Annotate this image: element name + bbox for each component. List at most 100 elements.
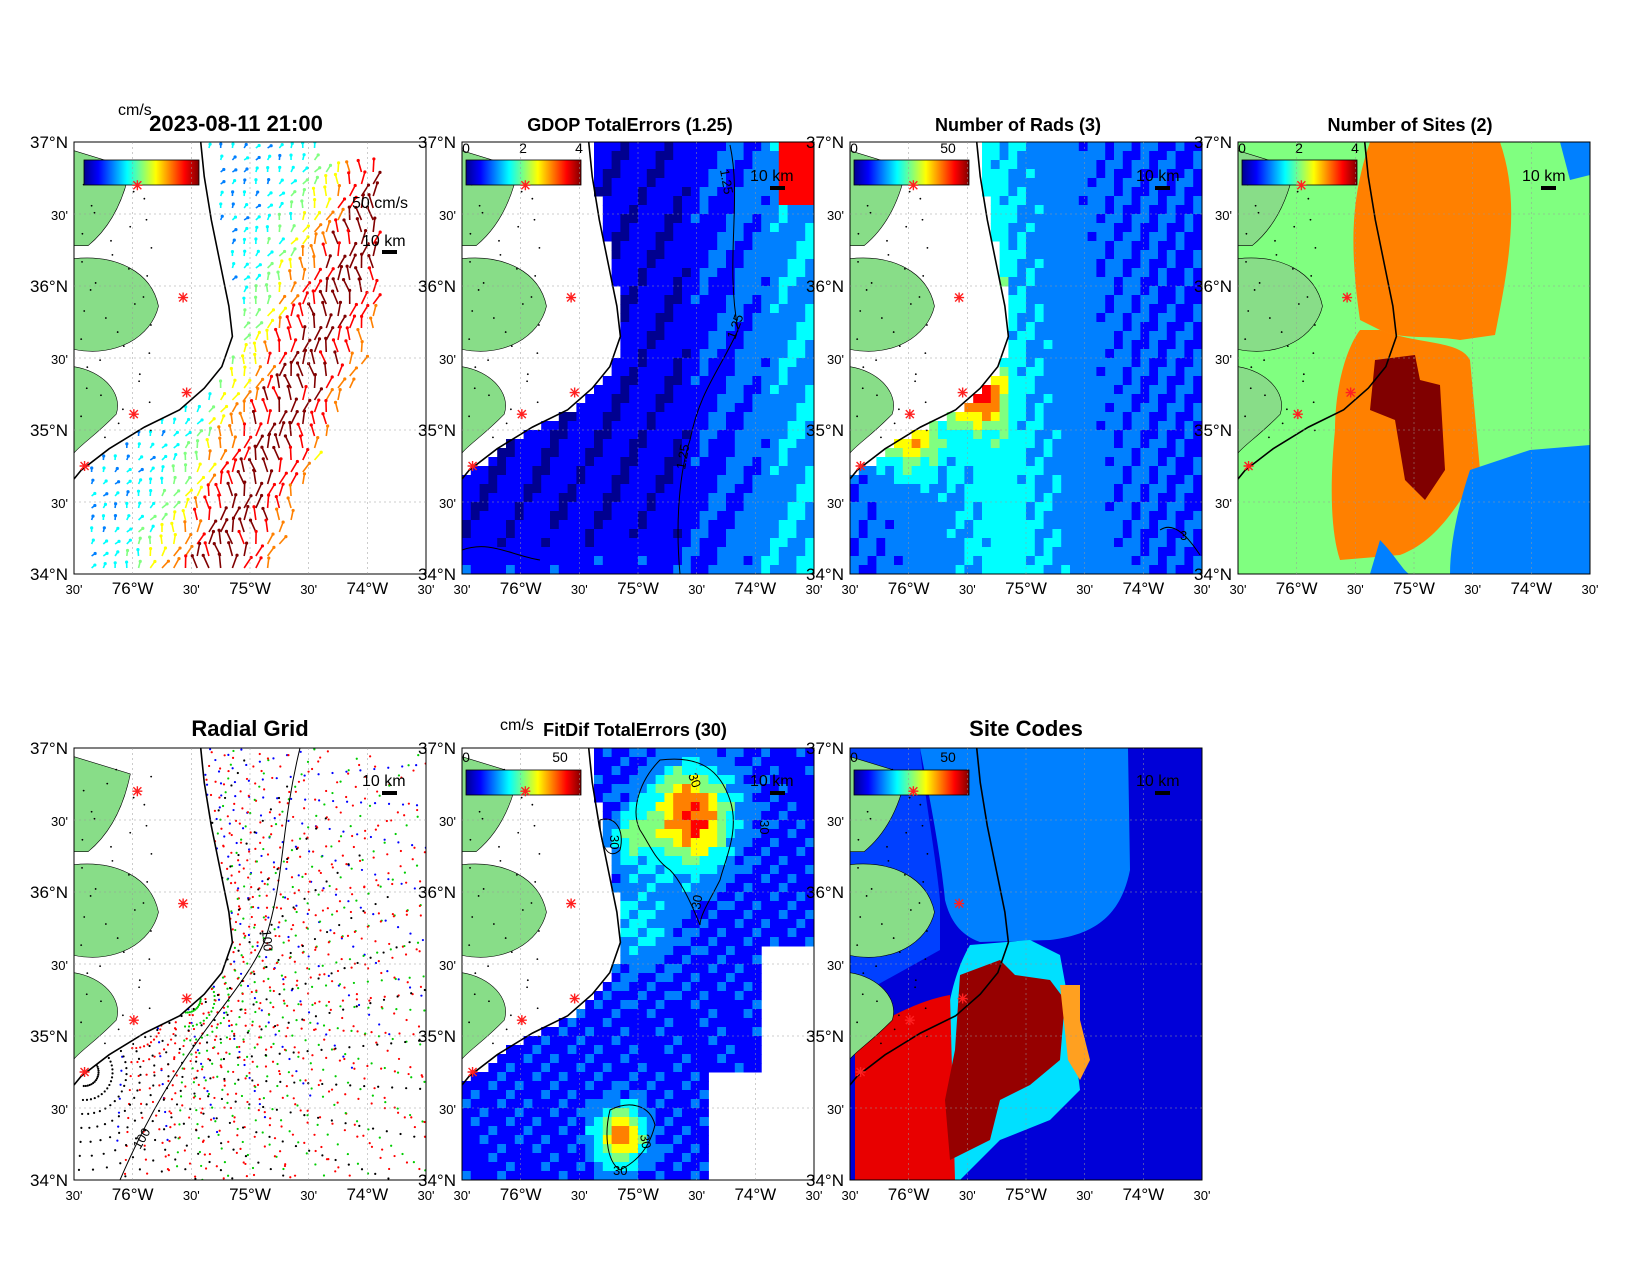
current-vector [228,425,234,437]
rads-cell [1114,538,1124,548]
coast-detail-dot [893,422,896,425]
gdop-cell [805,151,814,161]
gdop-cell [611,232,621,242]
rads-cell [1052,349,1062,359]
gdop-cell [514,475,525,485]
rads-cell [1070,358,1080,368]
rads-cell [1070,151,1080,161]
radial-grid-point [268,986,272,989]
rads-cell [1114,295,1124,305]
gdop-cell [664,340,674,350]
current-vector-head [331,338,336,342]
region-3-sites [1370,355,1445,500]
rads-cell [999,502,1009,512]
rads-cell [1158,286,1168,296]
gdop-cell [602,475,613,485]
gdop-cell [717,340,727,350]
rads-cell [911,511,921,521]
current-vector-head [348,288,352,292]
current-vector [239,518,245,533]
gdop-cell [752,241,762,251]
gdop-cell [638,547,648,557]
rads-cell [1140,151,1150,161]
rads-cell [1175,250,1185,260]
rads-cell [885,466,895,476]
gdop-cell [708,457,718,467]
rads-cell [1149,421,1159,431]
rads-cell [1114,196,1124,206]
rads-cell [920,547,930,557]
rads-cell [1087,286,1097,296]
radial-grid-point [250,915,253,919]
rads-cell [858,565,869,574]
gdop-cell [770,511,780,521]
rads-cell [1043,331,1053,341]
gdop-cell [699,214,709,224]
gdop-cell [796,502,806,512]
rads-cell [911,556,921,566]
current-vector-head [93,503,97,508]
rads-cell [850,520,860,530]
gdop-cell [585,493,595,503]
gdop-cell [594,160,604,170]
current-vector-head [324,336,328,340]
rads-cell [1114,502,1124,512]
gdop-cell [638,457,648,467]
current-vector-head [177,500,181,504]
current-vector [313,233,317,245]
gdop-cell [620,169,630,179]
rads-cell [902,439,913,449]
current-vector [302,386,307,401]
coast-detail-dot [924,401,927,404]
rads-cell [1149,250,1159,260]
gdop-cell [576,421,586,431]
current-vector-head [217,425,221,429]
rads-cell [1193,520,1202,530]
rads-cell [1017,367,1027,377]
current-vector-head [272,364,277,369]
rads-cell [1034,403,1045,413]
gdop-cell [655,385,665,395]
radial-grid-point [178,1136,181,1139]
radial-grid-point [416,808,419,812]
radial-grid-point [221,976,225,979]
radial-grid-point [195,1007,198,1010]
gdop-cell [752,187,762,197]
rads-cell [1131,160,1141,170]
rads-cell [1034,169,1045,179]
gdop-cell [717,268,727,278]
rads-cell [1105,385,1115,395]
radial-grid-point [182,1044,185,1048]
rads-cell [1096,187,1106,197]
current-vector-head [277,396,281,400]
radial-grid-point [259,821,262,824]
gdop-cell [655,286,665,296]
radial-grid-point [231,1114,234,1117]
rads-cell [1078,187,1089,197]
rads-cell [894,547,904,557]
radial-grid-point [236,897,239,900]
rads-cell [955,511,965,521]
radial-grid-point [372,856,375,859]
rads-cell [1193,250,1202,260]
rads-cell [885,502,895,512]
rads-cell [946,475,957,485]
current-vector [184,534,192,545]
coast-detail-dot [905,225,908,228]
gdop-cell [479,484,489,494]
gdop-cell [805,565,814,574]
rads-cell [858,556,869,566]
radial-grid-point [203,1076,206,1079]
coast-detail-dot [865,289,868,291]
rads-cell [973,529,983,539]
radial-grid-point [243,1063,246,1067]
gdop-cell [673,484,683,494]
current-vector [194,497,198,509]
radial-grid-point [282,941,285,944]
radial-grid-point [262,936,265,940]
rads-cell [1131,430,1141,440]
rads-cell [1061,520,1071,530]
gdop-cell [726,241,736,251]
rads-cell [1043,142,1053,152]
rads-cell [1149,403,1159,413]
